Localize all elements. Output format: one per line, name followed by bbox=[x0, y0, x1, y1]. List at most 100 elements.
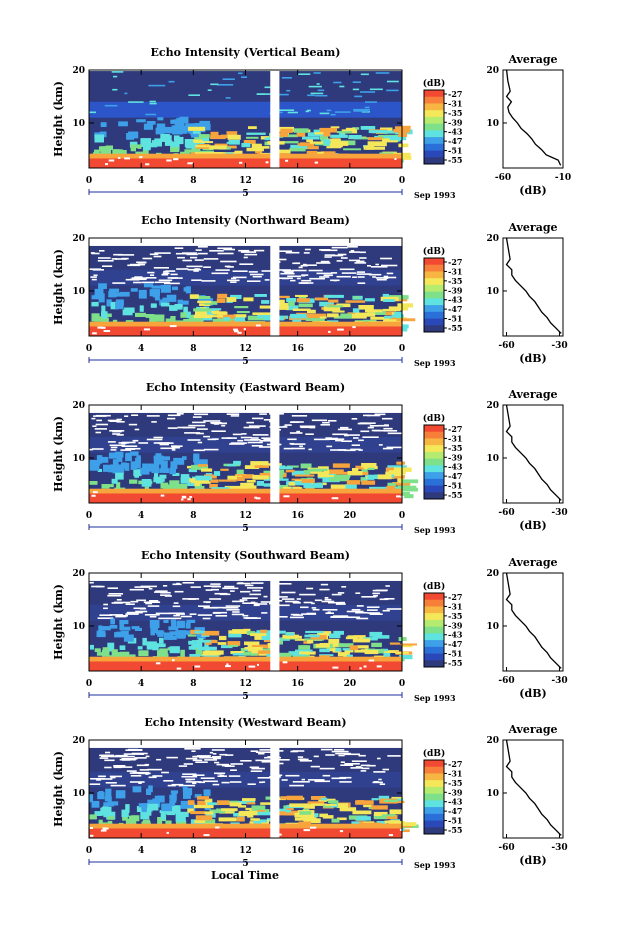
speckle bbox=[232, 600, 245, 603]
layer-cell bbox=[285, 632, 295, 636]
layer-cell bbox=[241, 143, 251, 148]
speckle bbox=[134, 428, 140, 431]
speckle bbox=[348, 259, 360, 262]
speckle bbox=[332, 433, 348, 436]
layer-cell bbox=[252, 474, 265, 480]
speckle bbox=[193, 413, 209, 416]
layer-cell bbox=[317, 631, 332, 636]
panel-title: Echo Intensity (Vertical Beam) bbox=[150, 46, 340, 59]
profile-y-tick-label: 10 bbox=[486, 789, 499, 799]
plume-cell bbox=[114, 451, 124, 458]
speckle bbox=[349, 251, 360, 253]
speckle bbox=[274, 583, 292, 585]
speckle bbox=[166, 756, 178, 759]
speckle bbox=[99, 614, 112, 616]
plume-cell bbox=[152, 626, 158, 634]
speckle bbox=[104, 759, 115, 762]
speckle bbox=[384, 598, 395, 600]
data-gap bbox=[270, 405, 280, 504]
colorbar-tick-label: -35 bbox=[448, 778, 462, 788]
speckle bbox=[108, 593, 123, 595]
profile-line bbox=[505, 739, 562, 836]
plume-cell bbox=[117, 467, 125, 474]
speckle bbox=[149, 102, 157, 105]
speckle bbox=[379, 598, 389, 601]
layer-cell bbox=[216, 298, 226, 303]
speckle bbox=[95, 585, 105, 588]
speckle bbox=[277, 269, 292, 271]
colorbar-tick-label: -35 bbox=[448, 276, 462, 286]
layer-cell bbox=[344, 649, 354, 653]
x-tick-label: 8 bbox=[190, 511, 196, 521]
gap-cell bbox=[279, 833, 282, 836]
colorbar-tick-label: -27 bbox=[448, 592, 462, 602]
speckle bbox=[125, 603, 135, 605]
speckle bbox=[300, 264, 308, 267]
speckle bbox=[352, 81, 361, 83]
speckle bbox=[331, 777, 347, 780]
speckle bbox=[316, 262, 331, 264]
speckle bbox=[158, 279, 173, 282]
layer-cell bbox=[302, 136, 320, 140]
layer-cell bbox=[188, 126, 206, 131]
speckle bbox=[212, 585, 221, 588]
speckle bbox=[105, 751, 111, 754]
colorbar-segment bbox=[424, 110, 444, 118]
layer-cell bbox=[197, 300, 212, 304]
layer-cell bbox=[259, 475, 269, 480]
speckle bbox=[252, 417, 264, 420]
speckle bbox=[163, 780, 174, 782]
speckle bbox=[211, 749, 225, 751]
plume-cell bbox=[123, 634, 134, 642]
speckle bbox=[258, 446, 272, 448]
colorbar-segment bbox=[424, 465, 444, 473]
speckle bbox=[148, 84, 166, 87]
layer-cell bbox=[352, 810, 372, 815]
plume-cell bbox=[182, 786, 188, 792]
layer-cell bbox=[306, 313, 327, 319]
speckle bbox=[373, 771, 386, 773]
speckle bbox=[188, 94, 200, 96]
layer-cell bbox=[193, 308, 212, 312]
x-tick-label: 4 bbox=[138, 511, 144, 521]
plume-cell bbox=[180, 312, 189, 318]
plume-cell bbox=[201, 135, 210, 144]
layer-cell bbox=[382, 650, 399, 653]
plume-cell bbox=[115, 301, 124, 310]
plume-cell bbox=[159, 468, 169, 473]
speckle bbox=[192, 782, 197, 785]
speckle bbox=[331, 616, 346, 618]
plume-cell bbox=[103, 464, 110, 472]
speckle bbox=[354, 95, 363, 98]
speckle bbox=[281, 598, 295, 600]
layer-cell bbox=[244, 641, 260, 646]
layer-cell bbox=[312, 151, 324, 156]
layer-cell bbox=[250, 461, 269, 466]
profile-x-tick-label: -10 bbox=[555, 173, 571, 183]
speckle bbox=[335, 439, 344, 442]
speckle bbox=[155, 590, 168, 592]
layer-cell bbox=[363, 145, 375, 150]
gap-cell bbox=[160, 494, 165, 497]
plume-cell bbox=[118, 121, 128, 127]
gap-cell bbox=[169, 325, 177, 328]
speckle bbox=[98, 257, 111, 259]
plume-cell bbox=[184, 149, 195, 153]
speckle bbox=[103, 607, 108, 610]
plume-cell bbox=[159, 456, 170, 461]
colorbar: (dB)-27-31-35-39-43-47-51-55 bbox=[423, 246, 463, 333]
speckle bbox=[224, 585, 235, 588]
gap-cell bbox=[339, 830, 344, 833]
layer-cell bbox=[364, 298, 375, 302]
speckle bbox=[148, 587, 153, 590]
layer-cell bbox=[398, 132, 407, 137]
speckle bbox=[281, 591, 296, 594]
speckle bbox=[299, 445, 303, 448]
layer-cell bbox=[204, 811, 214, 815]
speckle bbox=[182, 426, 196, 429]
speckle bbox=[266, 759, 271, 762]
gap-cell bbox=[203, 834, 210, 837]
plume-cell bbox=[156, 314, 165, 322]
plume-cell bbox=[186, 619, 196, 623]
plume-cell bbox=[109, 288, 120, 293]
